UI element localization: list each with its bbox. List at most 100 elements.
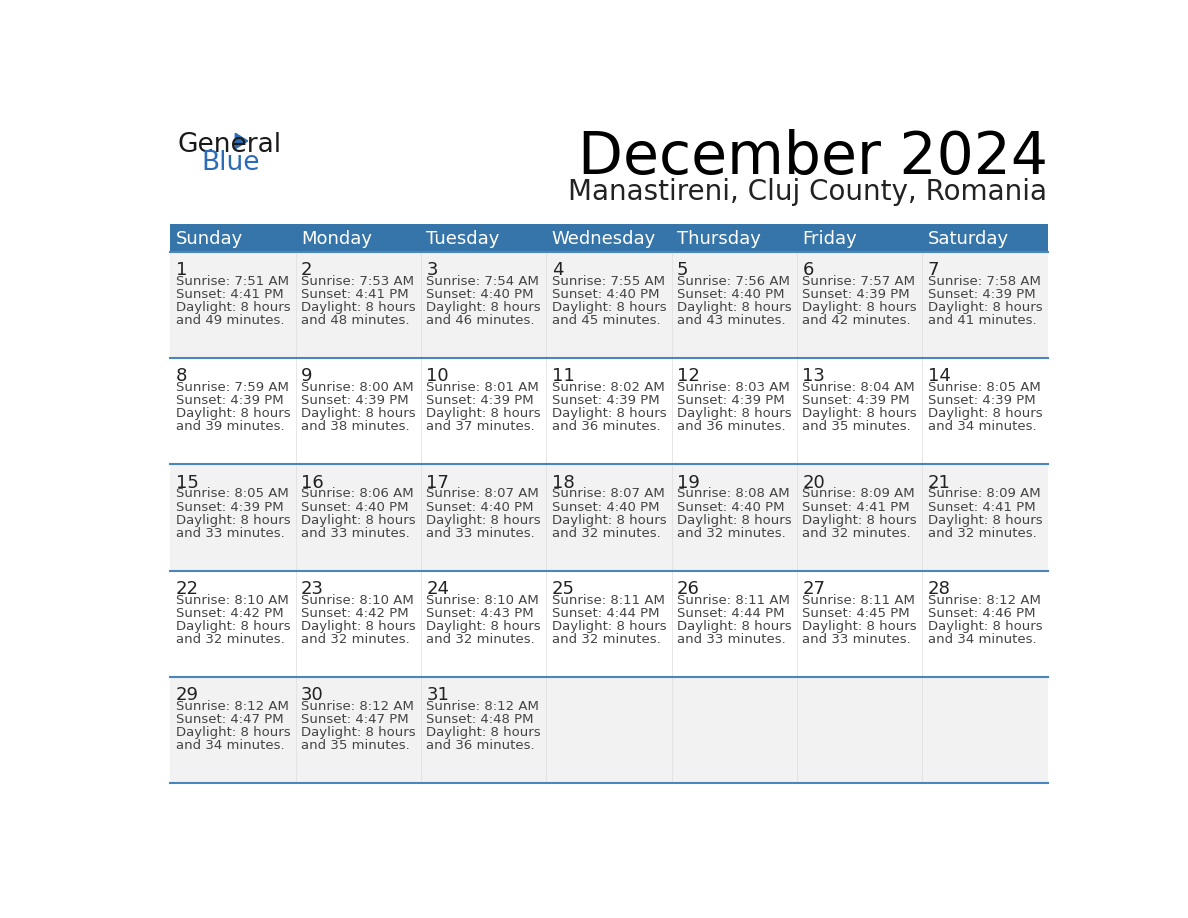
Text: Sunrise: 8:08 AM: Sunrise: 8:08 AM bbox=[677, 487, 790, 500]
Text: Sunrise: 8:09 AM: Sunrise: 8:09 AM bbox=[928, 487, 1041, 500]
Text: Daylight: 8 hours: Daylight: 8 hours bbox=[551, 514, 666, 527]
Text: Daylight: 8 hours: Daylight: 8 hours bbox=[802, 620, 917, 633]
Bar bbox=[671, 224, 797, 252]
Text: 3: 3 bbox=[426, 261, 438, 279]
Text: Sunset: 4:39 PM: Sunset: 4:39 PM bbox=[928, 288, 1035, 301]
Bar bbox=[421, 224, 546, 252]
Text: 20: 20 bbox=[802, 474, 824, 492]
Text: 12: 12 bbox=[677, 367, 700, 386]
Bar bbox=[421, 677, 546, 783]
Bar bbox=[421, 465, 546, 571]
Text: 23: 23 bbox=[301, 580, 324, 598]
Text: Sunset: 4:43 PM: Sunset: 4:43 PM bbox=[426, 607, 533, 620]
Text: Daylight: 8 hours: Daylight: 8 hours bbox=[802, 408, 917, 420]
Bar bbox=[421, 358, 546, 465]
Text: Daylight: 8 hours: Daylight: 8 hours bbox=[802, 514, 917, 527]
Text: Monday: Monday bbox=[301, 230, 372, 248]
Text: Sunset: 4:47 PM: Sunset: 4:47 PM bbox=[176, 713, 283, 726]
Text: and 38 minutes.: and 38 minutes. bbox=[301, 420, 410, 433]
Text: Sunrise: 8:12 AM: Sunrise: 8:12 AM bbox=[301, 700, 413, 713]
Text: Daylight: 8 hours: Daylight: 8 hours bbox=[928, 620, 1042, 633]
Text: Sunrise: 7:58 AM: Sunrise: 7:58 AM bbox=[928, 274, 1041, 288]
Text: Daylight: 8 hours: Daylight: 8 hours bbox=[426, 301, 541, 314]
Text: Sunrise: 8:05 AM: Sunrise: 8:05 AM bbox=[928, 381, 1041, 394]
Text: Daylight: 8 hours: Daylight: 8 hours bbox=[176, 726, 290, 739]
Text: Daylight: 8 hours: Daylight: 8 hours bbox=[928, 408, 1042, 420]
Text: Sunset: 4:40 PM: Sunset: 4:40 PM bbox=[551, 500, 659, 513]
Bar bbox=[546, 358, 671, 465]
Text: Daylight: 8 hours: Daylight: 8 hours bbox=[677, 408, 791, 420]
Text: 7: 7 bbox=[928, 261, 939, 279]
Text: Sunset: 4:41 PM: Sunset: 4:41 PM bbox=[928, 500, 1035, 513]
Text: 5: 5 bbox=[677, 261, 688, 279]
Text: Sunrise: 8:12 AM: Sunrise: 8:12 AM bbox=[928, 594, 1041, 607]
Text: Sunrise: 7:57 AM: Sunrise: 7:57 AM bbox=[802, 274, 915, 288]
Text: and 36 minutes.: and 36 minutes. bbox=[677, 420, 785, 433]
Text: Daylight: 8 hours: Daylight: 8 hours bbox=[301, 514, 416, 527]
Bar bbox=[296, 252, 421, 358]
Text: Sunrise: 8:00 AM: Sunrise: 8:00 AM bbox=[301, 381, 413, 394]
Text: Sunrise: 8:05 AM: Sunrise: 8:05 AM bbox=[176, 487, 289, 500]
Text: and 32 minutes.: and 32 minutes. bbox=[426, 633, 535, 646]
Text: Daylight: 8 hours: Daylight: 8 hours bbox=[176, 301, 290, 314]
Text: Sunrise: 8:10 AM: Sunrise: 8:10 AM bbox=[301, 594, 413, 607]
Text: Daylight: 8 hours: Daylight: 8 hours bbox=[301, 301, 416, 314]
Text: 21: 21 bbox=[928, 474, 950, 492]
Text: and 34 minutes.: and 34 minutes. bbox=[176, 739, 284, 752]
Text: and 33 minutes.: and 33 minutes. bbox=[301, 527, 410, 540]
Text: Daylight: 8 hours: Daylight: 8 hours bbox=[551, 301, 666, 314]
Text: Blue: Blue bbox=[201, 151, 260, 176]
Text: and 32 minutes.: and 32 minutes. bbox=[301, 633, 410, 646]
Text: Sunrise: 8:07 AM: Sunrise: 8:07 AM bbox=[426, 487, 539, 500]
Text: Daylight: 8 hours: Daylight: 8 hours bbox=[928, 301, 1042, 314]
Text: Sunset: 4:42 PM: Sunset: 4:42 PM bbox=[176, 607, 283, 620]
Bar bbox=[797, 571, 922, 677]
Bar bbox=[671, 677, 797, 783]
Text: and 34 minutes.: and 34 minutes. bbox=[928, 420, 1036, 433]
Text: Sunset: 4:40 PM: Sunset: 4:40 PM bbox=[426, 500, 533, 513]
Bar bbox=[546, 571, 671, 677]
Text: Friday: Friday bbox=[802, 230, 857, 248]
Text: and 33 minutes.: and 33 minutes. bbox=[802, 633, 911, 646]
Text: and 39 minutes.: and 39 minutes. bbox=[176, 420, 284, 433]
Text: Sunrise: 8:11 AM: Sunrise: 8:11 AM bbox=[802, 594, 915, 607]
Text: and 45 minutes.: and 45 minutes. bbox=[551, 314, 661, 327]
Text: and 32 minutes.: and 32 minutes. bbox=[802, 527, 911, 540]
Text: Sunset: 4:39 PM: Sunset: 4:39 PM bbox=[928, 395, 1035, 408]
Text: Sunset: 4:39 PM: Sunset: 4:39 PM bbox=[551, 395, 659, 408]
Text: Daylight: 8 hours: Daylight: 8 hours bbox=[176, 620, 290, 633]
Bar bbox=[170, 677, 296, 783]
Bar bbox=[922, 358, 1048, 465]
Bar bbox=[170, 465, 296, 571]
Text: Daylight: 8 hours: Daylight: 8 hours bbox=[426, 726, 541, 739]
Text: Daylight: 8 hours: Daylight: 8 hours bbox=[426, 408, 541, 420]
Text: Tuesday: Tuesday bbox=[426, 230, 500, 248]
Text: and 41 minutes.: and 41 minutes. bbox=[928, 314, 1036, 327]
Bar bbox=[922, 677, 1048, 783]
Text: Sunset: 4:39 PM: Sunset: 4:39 PM bbox=[426, 395, 533, 408]
Bar bbox=[170, 252, 296, 358]
Text: Manastireni, Cluj County, Romania: Manastireni, Cluj County, Romania bbox=[569, 178, 1048, 206]
Bar bbox=[296, 224, 421, 252]
Text: and 35 minutes.: and 35 minutes. bbox=[802, 420, 911, 433]
Text: 9: 9 bbox=[301, 367, 312, 386]
Text: 6: 6 bbox=[802, 261, 814, 279]
Text: Wednesday: Wednesday bbox=[551, 230, 656, 248]
Text: Daylight: 8 hours: Daylight: 8 hours bbox=[551, 620, 666, 633]
Bar bbox=[671, 358, 797, 465]
Bar bbox=[421, 252, 546, 358]
Text: 29: 29 bbox=[176, 686, 198, 704]
Bar bbox=[797, 465, 922, 571]
Text: and 42 minutes.: and 42 minutes. bbox=[802, 314, 911, 327]
Text: and 49 minutes.: and 49 minutes. bbox=[176, 314, 284, 327]
Text: Sunrise: 8:07 AM: Sunrise: 8:07 AM bbox=[551, 487, 664, 500]
Text: Sunset: 4:47 PM: Sunset: 4:47 PM bbox=[301, 713, 409, 726]
Bar bbox=[922, 252, 1048, 358]
Bar bbox=[546, 252, 671, 358]
Text: Daylight: 8 hours: Daylight: 8 hours bbox=[677, 301, 791, 314]
Bar bbox=[671, 571, 797, 677]
Text: and 48 minutes.: and 48 minutes. bbox=[301, 314, 410, 327]
Bar bbox=[170, 571, 296, 677]
Text: Sunset: 4:39 PM: Sunset: 4:39 PM bbox=[677, 395, 784, 408]
Text: 26: 26 bbox=[677, 580, 700, 598]
